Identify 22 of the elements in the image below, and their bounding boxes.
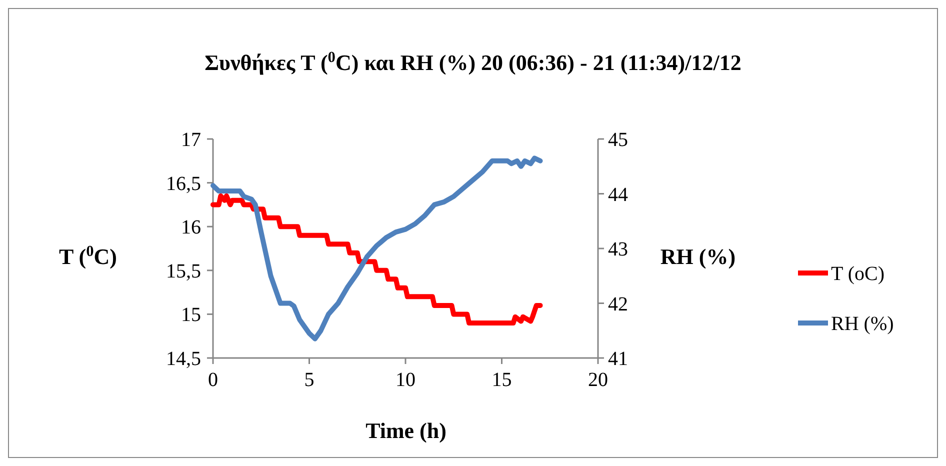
y-tick-label: 16 xyxy=(181,216,201,239)
y-axis-title: T ($^{0}$C) xyxy=(58,242,118,269)
y2-tick-label: 44 xyxy=(608,184,628,206)
y-tick-label: 15 xyxy=(181,304,201,326)
y2-tick-label: 45 xyxy=(608,129,628,151)
y-tick-label: 15,5 xyxy=(166,260,201,282)
y2-tick-label: 42 xyxy=(608,293,628,316)
x-tick-label: 0 xyxy=(208,369,218,391)
y-tick-label: 17 xyxy=(181,129,201,151)
x-tick-label: 20 xyxy=(588,369,608,391)
x-tick-label: 5 xyxy=(304,369,314,391)
y2-tick-label: 43 xyxy=(608,238,628,260)
y2-tick-label: 41 xyxy=(608,348,628,370)
y2-axis-title: RH (%) xyxy=(660,244,736,269)
x-axis-title: Time (h) xyxy=(366,418,446,443)
legend-label: T (oC) xyxy=(831,263,885,285)
y-tick-label: 16,5 xyxy=(166,172,201,195)
chart-title: Συνθήκες T ($^{0}$C) και RH (%) 20 (06:36) - 21 (11:34)/12/12 xyxy=(204,48,742,75)
x-tick-label: 15 xyxy=(492,369,512,391)
x-tick-label: 10 xyxy=(396,369,416,391)
y-tick-label: 14,5 xyxy=(166,348,201,370)
legend-label: RH (%) xyxy=(831,313,894,335)
